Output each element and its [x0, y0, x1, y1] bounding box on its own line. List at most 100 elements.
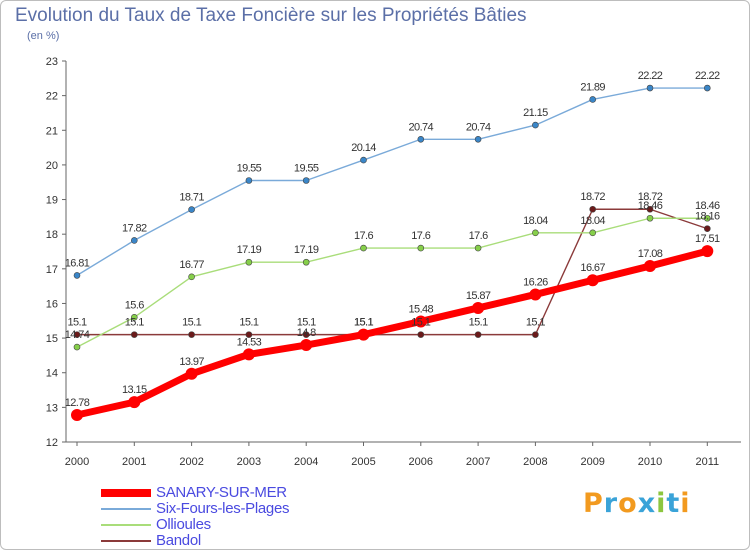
- data-label-3: 15.1: [125, 317, 144, 329]
- data-label-1: 22.22: [695, 70, 720, 82]
- y-tick-label: 21: [46, 125, 58, 137]
- data-label-0: 17.08: [638, 248, 663, 260]
- logo-letter: i: [656, 488, 667, 519]
- data-label-1: 19.55: [237, 162, 262, 174]
- x-tick-label: 2000: [65, 456, 89, 468]
- y-tick-label: 18: [46, 229, 58, 241]
- y-tick-label: 19: [46, 195, 58, 207]
- y-tick-label: 16: [46, 298, 58, 310]
- data-label-3: 15.1: [182, 317, 201, 329]
- x-tick-label: 2008: [523, 456, 547, 468]
- data-label-2: 18.04: [580, 215, 605, 227]
- series-line-3: [76, 208, 708, 336]
- legend-label-bandol: Bandol: [156, 532, 201, 549]
- data-label-1: 21.15: [523, 107, 548, 119]
- series-point-3: [245, 331, 253, 338]
- data-label-3: 15.1: [239, 317, 258, 329]
- series-point-3: [532, 331, 539, 338]
- data-label-0: 13.97: [179, 356, 204, 368]
- series-lines: [71, 84, 714, 421]
- data-label-2: 18.46: [695, 200, 720, 212]
- data-label-3: 15.1: [411, 317, 430, 329]
- series-point-2: [360, 244, 367, 252]
- series-point-0: [586, 274, 599, 287]
- data-label-0: 13.15: [122, 384, 147, 396]
- proxiti-logo: Proxiti: [583, 488, 691, 519]
- series-point-3: [417, 331, 425, 338]
- legend-swatch-sanary: [101, 489, 151, 497]
- data-label-1: 21.89: [580, 81, 605, 93]
- data-label-3: 15.1: [67, 317, 86, 329]
- series-point-2: [131, 314, 138, 321]
- data-label-2: 15.6: [125, 299, 144, 311]
- x-tick-label: 2010: [638, 456, 662, 468]
- data-label-3: 18.72: [638, 191, 663, 203]
- legend-swatch-six-fours: [101, 508, 151, 510]
- legend-label-six-fours: Six-Fours-les-Plages: [156, 500, 290, 517]
- series-point-1: [417, 135, 425, 143]
- series-point-3: [131, 331, 138, 338]
- data-label-2: 16.77: [179, 259, 204, 271]
- data-label-2: 17.6: [354, 230, 373, 242]
- series-point-2: [73, 343, 81, 351]
- series-point-2: [245, 258, 253, 266]
- series-point-0: [529, 288, 542, 301]
- series-point-2: [532, 229, 539, 237]
- series-point-1: [360, 156, 367, 164]
- series-point-2: [646, 214, 654, 222]
- data-label-0: 15.1: [354, 317, 373, 329]
- series-point-0: [357, 328, 370, 341]
- y-tick-label: 14: [46, 368, 58, 380]
- series-line-2: [76, 217, 708, 348]
- logo-letter: r: [603, 488, 619, 519]
- data-label-3: 18.16: [695, 211, 720, 223]
- y-tick-label: 13: [46, 402, 58, 414]
- series-point-0: [71, 408, 83, 421]
- data-label-3: 15.1: [526, 317, 545, 329]
- series-point-3: [188, 331, 195, 338]
- data-label-1: 20.74: [466, 121, 491, 133]
- x-tick-label: 2006: [409, 456, 433, 468]
- series-point-2: [188, 273, 195, 281]
- axes: 12 13 14 15 16 17 18 19 20 21 22 23 2000 2001 2002 2003…: [46, 56, 741, 468]
- y-tick-label: 17: [46, 264, 58, 276]
- series-point-0: [644, 260, 656, 273]
- series-point-2: [589, 229, 597, 237]
- data-label-0: 17.51: [695, 233, 720, 245]
- unit-label: (en %): [27, 30, 60, 42]
- series-point-2: [417, 244, 425, 252]
- x-tick-label: 2004: [294, 456, 318, 468]
- data-label-2: 17.6: [469, 230, 488, 242]
- data-label-1: 17.82: [122, 222, 147, 234]
- series-line-1: [76, 87, 708, 277]
- y-tick-label: 12: [46, 437, 58, 449]
- y-tick-label: 20: [46, 160, 58, 172]
- series-point-2: [302, 258, 310, 266]
- data-label-2: 14.74: [65, 329, 90, 341]
- series-point-3: [73, 331, 81, 338]
- series-point-1: [646, 84, 654, 92]
- series-point-0: [128, 396, 141, 409]
- series-point-1: [188, 206, 195, 213]
- logo-letter: P: [583, 488, 604, 519]
- x-tick-label: 2011: [695, 456, 719, 468]
- data-label-1: 20.14: [351, 142, 376, 154]
- y-tick-label: 15: [46, 333, 58, 345]
- data-label-0: 12.78: [65, 397, 90, 409]
- y-tick-label: 23: [46, 56, 58, 68]
- data-label-1: 19.55: [294, 162, 319, 174]
- x-tick-label: 2007: [466, 456, 490, 468]
- series-point-1: [302, 177, 310, 184]
- y-tick-label: 22: [46, 91, 58, 103]
- data-label-0: 14.53: [237, 336, 262, 348]
- chart-title: Evolution du Taux de Taxe Foncière sur l…: [15, 5, 527, 26]
- data-label-0: 16.67: [580, 262, 605, 274]
- series-point-3: [302, 331, 310, 338]
- x-tick-label: 2001: [122, 456, 146, 468]
- series-point-1: [73, 272, 81, 279]
- data-label-2: 18.46: [638, 200, 663, 212]
- data-label-1: 18.71: [179, 192, 204, 204]
- series-point-3: [703, 225, 711, 232]
